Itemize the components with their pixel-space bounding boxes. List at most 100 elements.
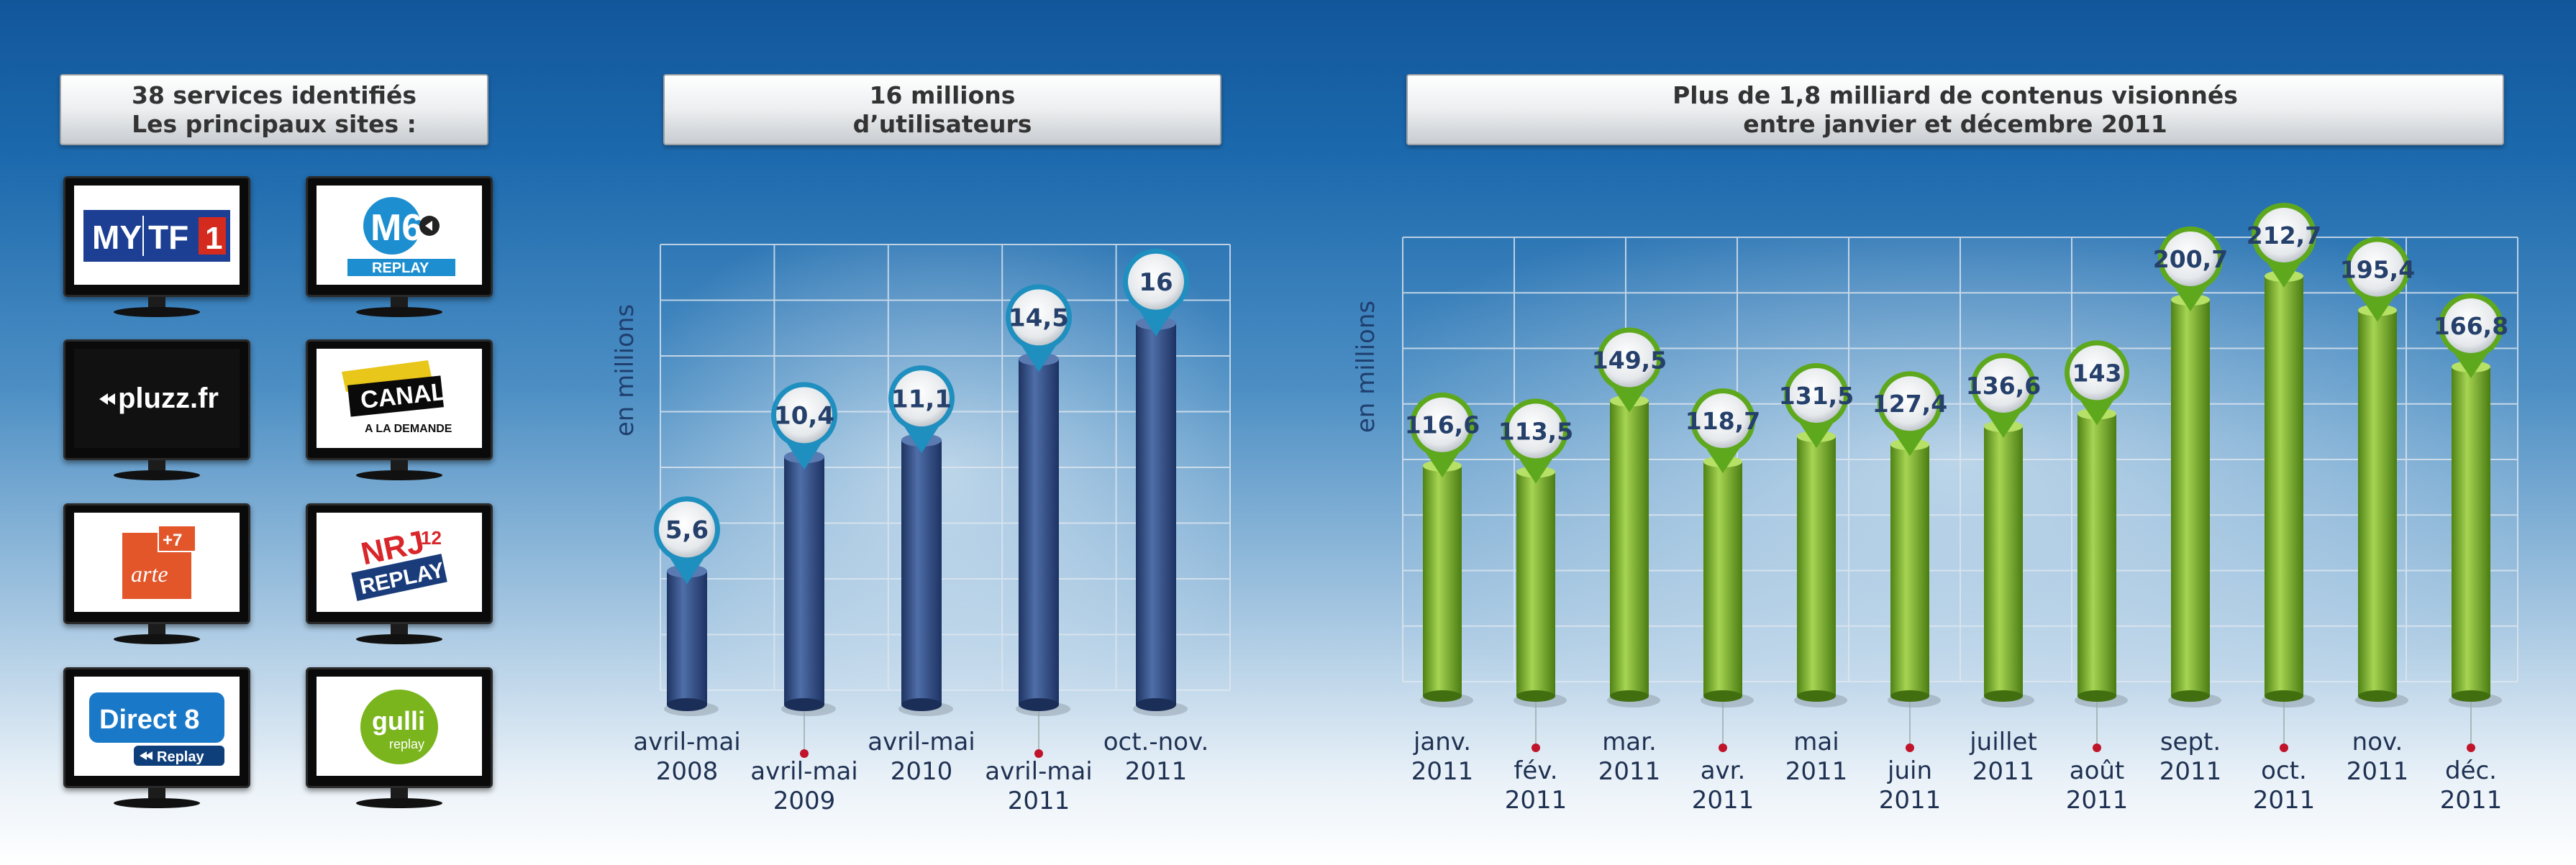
views-category-year: 2011 [2253, 786, 2316, 815]
views-category-label: juillet [1969, 728, 2037, 756]
views-bar-group: 118,7 avr.2011 [1685, 388, 1760, 815]
canal-plus-logo: CANAL+ A LA DEMANDE [342, 360, 461, 435]
views-category-year: 2011 [2440, 786, 2503, 815]
svg-text:MY: MY [92, 219, 142, 256]
svg-text:1: 1 [205, 221, 222, 256]
tv-arte: +7 arte [63, 503, 250, 653]
users-bar-bottom [667, 698, 707, 711]
users-category-label: avril-mai [868, 728, 975, 756]
views-value-marker: 131,5 [1779, 362, 1854, 448]
users-bar [901, 440, 942, 705]
svg-text:+7: +7 [163, 531, 182, 550]
users-bar-bottom [1136, 698, 1176, 711]
views-bar-bottom [2265, 690, 2303, 702]
svg-text:A LA DEMANDE: A LA DEMANDE [365, 423, 452, 435]
views-category-label: mar. [1602, 728, 1657, 756]
users-value-label: 5,6 [665, 516, 709, 545]
views-bar-group: 200,7 sept.2011 [2153, 226, 2228, 786]
views-marker-face [2350, 242, 2405, 297]
mytf1-logo: MY TF 1 [83, 210, 230, 262]
gulli-logo: gulli replay [360, 690, 438, 764]
views-bar-group: 166,8 déc.2011 [2434, 293, 2508, 815]
views-leader-dot [2093, 743, 2101, 752]
users-marker-face [776, 387, 832, 444]
views-marker-face [1602, 332, 1657, 388]
pluzz-logo: pluzz.fr [99, 383, 219, 414]
tv-direct8: Direct 8 Replay [63, 667, 250, 817]
views-value-marker: 149,5 [1592, 327, 1667, 413]
views-value-marker: 166,8 [2434, 293, 2508, 379]
views-bar-group: 212,7 oct.2011 [2247, 203, 2321, 815]
views-chart-subtitle: entre janvier et décembre 2011 [1743, 109, 2167, 138]
views-category-label: janv. [1413, 728, 1471, 756]
users-marker-face [893, 370, 950, 427]
users-bar-bottom [784, 698, 824, 711]
tv-mytf1: MY TF 1 [63, 176, 250, 326]
views-bar-bottom [2452, 690, 2490, 702]
views-value-label: 131,5 [1779, 382, 1854, 410]
users-marker-face [659, 501, 715, 558]
views-bar [2265, 276, 2303, 696]
users-category-label: avril-mai [750, 757, 858, 786]
tv-nrj12: NRJ 12 REPLAY [306, 503, 493, 653]
svg-text:pluzz.fr: pluzz.fr [118, 383, 219, 414]
views-value-marker: 212,7 [2247, 203, 2321, 288]
users-value-label: 16 [1139, 268, 1173, 297]
views-category-label: nov. [2352, 728, 2403, 756]
users-marker-face [1128, 253, 1184, 310]
main-sites-label: Les principaux sites : [132, 109, 417, 138]
views-category-year: 2011 [2066, 786, 2129, 815]
views-value-marker: 113,5 [1498, 398, 1573, 484]
views-marker-face [1883, 376, 1937, 431]
views-category-year: 2011 [1411, 757, 1474, 786]
views-marker-face [2070, 345, 2124, 401]
views-bar [2171, 299, 2210, 696]
views-marker-face [1415, 397, 1470, 452]
views-bar-bottom [2171, 690, 2210, 702]
views-bar-bottom [2077, 690, 2116, 702]
views-category-label: juin [1887, 756, 1932, 785]
views-bar-bottom [1703, 690, 1742, 702]
views-leader-dot [1532, 743, 1540, 752]
views-bar-group: 113,5 fév.2011 [1498, 398, 1573, 815]
views-value-label: 166,8 [2434, 312, 2508, 340]
views-bar [1516, 472, 1555, 696]
views-bar [1423, 465, 1462, 696]
users-chart-subtitle: d’utilisateurs [852, 109, 1032, 138]
services-header: 38 services identifiés Les principaux si… [60, 74, 488, 145]
arte-logo: +7 arte [122, 525, 196, 599]
views-category-label: déc. [2445, 756, 2497, 785]
svg-text:gulli: gulli [372, 706, 425, 736]
views-bar [2452, 367, 2490, 696]
users-category-year: 2011 [1008, 787, 1070, 815]
views-category-label: sept. [2160, 728, 2221, 756]
views-marker-face [2257, 208, 2311, 263]
svg-text:12: 12 [421, 527, 442, 549]
m6-replay-logo: M6 REPLAY [347, 197, 455, 276]
views-ylabel: en millions [1352, 301, 1380, 433]
svg-text:Direct 8: Direct 8 [99, 705, 199, 735]
views-bar [2358, 310, 2397, 696]
views-bar-bottom [1890, 690, 1929, 702]
users-ylabel: en millions [611, 304, 640, 436]
users-bar [1136, 323, 1176, 705]
direct8-logo: Direct 8 Replay [89, 692, 224, 766]
users-value-label: 14,5 [1009, 304, 1069, 333]
views-bar [1984, 426, 2023, 696]
views-bar [1890, 444, 1929, 696]
views-category-year: 2011 [1692, 786, 1754, 815]
views-marker-face [1508, 403, 1563, 459]
views-chart-header: Plus de 1,8 milliard de contenus visionn… [1406, 74, 2504, 145]
views-bar-bottom [2358, 690, 2397, 702]
users-bar [1019, 359, 1059, 705]
views-bar-bottom [1797, 690, 1836, 702]
views-category-label: mai [1793, 728, 1839, 756]
views-bar-group: 149,5 mar.2011 [1592, 327, 1667, 786]
views-category-year: 2011 [1879, 786, 1942, 815]
